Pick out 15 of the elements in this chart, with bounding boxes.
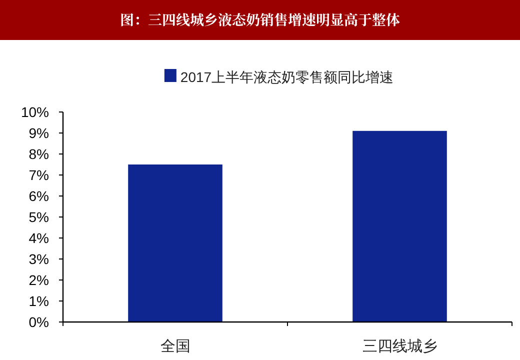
- x-tick-label: 三四线城乡: [362, 338, 438, 355]
- y-tick-label: 0%: [28, 314, 49, 330]
- y-tick-label: 3%: [28, 251, 49, 267]
- y-tick-label: 1%: [28, 293, 49, 309]
- y-tick-label: 8%: [28, 146, 49, 162]
- y-tick-label: 6%: [28, 188, 49, 204]
- y-tick-label: 2%: [28, 272, 49, 288]
- x-tick-label: 全国: [160, 338, 190, 355]
- y-tick-label: 5%: [28, 209, 49, 225]
- y-tick-label: 7%: [28, 167, 49, 183]
- y-tick-label: 9%: [28, 125, 49, 141]
- legend-label: 2017上半年液态奶零售额同比增速: [180, 69, 394, 85]
- y-tick-label: 10%: [20, 104, 49, 120]
- y-tick-label: 4%: [28, 230, 49, 246]
- chart-title: 图：三四线城乡液态奶销售增速明显高于整体: [120, 10, 400, 30]
